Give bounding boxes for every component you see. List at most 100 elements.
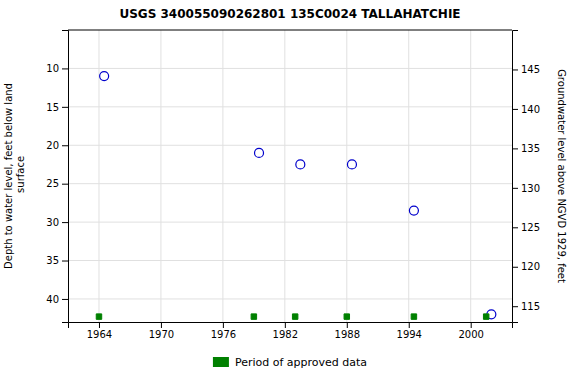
series [100,72,496,319]
tick: 30 [46,217,68,228]
y2-axis-label: Groundwater level above NGVD 1929, feet [556,69,567,283]
square-point [344,314,349,319]
tick-label: 40 [46,294,59,305]
grid-line-y [68,222,512,223]
tick-mark [161,322,162,328]
tick: 1982 [273,322,298,340]
tick-mark [512,109,518,110]
tick-label: 1982 [273,329,298,340]
tick: 35 [46,255,68,266]
tick-mark [512,306,518,307]
legend: Period of approved data [213,356,367,369]
tick: 1994 [397,322,422,340]
y-axis-label: Depth to water level, feet below land su… [3,83,26,269]
tick: 25 [46,178,68,189]
tick-mark [471,322,472,328]
square-point [96,314,101,319]
square-point [251,314,256,319]
tick-mark [62,107,68,108]
grid-line-y [68,298,512,299]
grid-line-x [222,30,223,322]
tick-label: 135 [521,143,540,154]
axis-line [513,31,519,323]
grid-line-x [346,30,347,322]
tick-label: 20 [46,140,59,151]
marks [96,72,496,320]
point [347,160,356,169]
square-point [411,314,416,319]
tick: 1988 [335,322,360,340]
title: USGS 340055090262801 135C0024 TALLAHATCH… [119,7,460,21]
square-point [483,314,488,319]
series [96,314,489,319]
grid-line-y [68,106,512,107]
tick-label: 140 [521,104,540,115]
legend-label: Period of approved data [235,356,367,369]
tick-mark [62,68,68,69]
tick: 125 [512,222,540,233]
grid-line-x [284,30,285,322]
tick-label: 1964 [87,329,112,340]
tick: 1976 [211,322,236,340]
grid-line-x [98,30,99,322]
axis-line [69,323,513,329]
tick: 15 [46,102,68,113]
tick-label: 145 [521,64,540,75]
tick: 40 [46,294,68,305]
tick-label: 1994 [397,329,422,340]
tick: 1964 [87,322,112,340]
y2-axis: 115120125130135140145 [512,31,540,323]
tick-label: 25 [46,178,59,189]
legend-swatch [213,357,229,367]
tick-label: 2000 [458,329,483,340]
plot: 1964 1970 1976 1982 1988 1994 2000 10 15 20 25 30 35… [3,30,567,340]
point [409,206,418,215]
point [255,148,264,157]
tick-mark [512,188,518,189]
y-axis: 10 15 20 25 30 35 40 [46,31,68,323]
grid-line-y [68,183,512,184]
tick-label: 35 [46,255,59,266]
x-axis: 1964 1970 1976 1982 1988 1994 2000 [69,322,513,340]
tick-label: 130 [521,183,540,194]
grid [68,30,512,322]
tick: 130 [512,183,540,194]
tick-label: 30 [46,217,59,228]
tick: 1970 [149,322,174,340]
tick: 2000 [458,322,483,340]
y-axis-label-line: Depth to water level, feet below land [3,83,14,269]
grid-line-y [68,145,512,146]
grid-line-y [68,260,512,261]
tick: 140 [512,104,540,115]
tick-mark [409,322,410,328]
tick-mark [285,322,286,328]
axis-line [62,31,69,323]
tick: 120 [512,261,540,272]
tick-mark [62,184,68,185]
tick-mark [512,148,518,149]
y-axis-label-line: surface [15,156,26,196]
tick: 10 [46,63,68,74]
tick-label: 10 [46,63,59,74]
tick-mark [62,261,68,262]
tick-mark [347,322,348,328]
tick-label: 1988 [335,329,360,340]
tick-label: 125 [521,222,540,233]
tick-mark [99,322,100,328]
tick-mark [512,267,518,268]
grid-line-x [470,30,471,322]
chart: 1964 1970 1976 1982 1988 1994 2000 10 15 20 25 30 35… [0,0,576,384]
grid-line-x [408,30,409,322]
tick: 135 [512,143,540,154]
tick-label: 120 [521,261,540,272]
point [100,72,109,81]
tick-label: 1970 [149,329,174,340]
grid-line-y [68,68,512,69]
tick: 145 [512,64,540,75]
tick-mark [512,69,518,70]
tick-label: 1976 [211,329,236,340]
grid-line-x [160,30,161,322]
tick-mark [62,145,68,146]
tick-mark [62,299,68,300]
tick: 20 [46,140,68,151]
